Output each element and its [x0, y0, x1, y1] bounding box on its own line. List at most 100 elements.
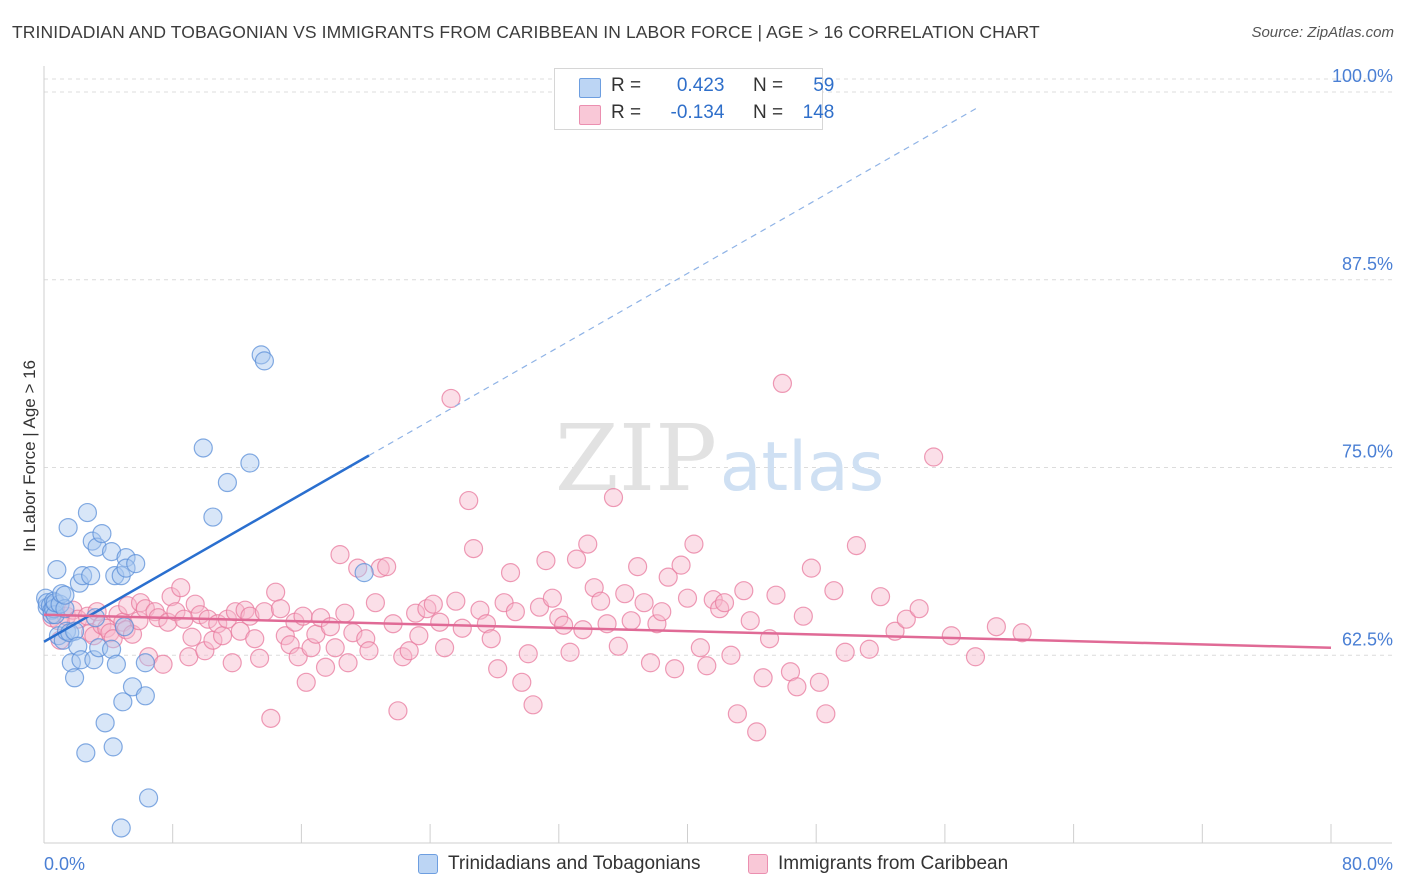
watermark-atlas: atlas [720, 428, 884, 507]
caribbean-point [359, 641, 379, 661]
caribbean-point [222, 653, 242, 673]
trend-line-trinidadians [43, 454, 370, 643]
trend-line-trinidadians-extension [368, 106, 979, 457]
trinidadian-point [114, 617, 135, 637]
trinidadian-point [116, 558, 136, 578]
caribbean-point [801, 558, 821, 578]
caribbean-point [195, 641, 215, 661]
caribbean-point [335, 603, 355, 623]
caribbean-point [320, 617, 340, 637]
legend-n-value-series1: 59 [813, 75, 835, 96]
trinidadian-point [113, 692, 133, 712]
trinidadian-point [81, 566, 101, 586]
caribbean-point [658, 567, 678, 587]
caribbean-point [406, 603, 426, 623]
caribbean-point [816, 704, 836, 724]
caribbean-point [652, 602, 672, 622]
trinidadian-point [77, 502, 98, 523]
caribbean-point [463, 539, 484, 559]
bottom-legend-label-series1: Trinidadians and Tobagonians [448, 853, 701, 874]
caribbean-point [697, 656, 717, 676]
caribbean-point [747, 722, 767, 742]
caribbean-point [941, 626, 961, 646]
y-tick-label: 62.5% [1342, 629, 1393, 649]
caribbean-point [315, 657, 336, 677]
caribbean-point [536, 551, 556, 571]
caribbean-point [986, 617, 1006, 637]
caribbean-point [684, 534, 704, 554]
trinidadian-point [76, 743, 96, 763]
caribbean-point [896, 609, 916, 629]
caribbean-point [166, 602, 186, 622]
trinidadian-point [101, 639, 122, 659]
caribbean-point [81, 623, 101, 643]
caribbean-point [481, 629, 501, 649]
legend-n-value-series2: 148 [802, 102, 835, 123]
series-immigrants-caribbean-points [42, 373, 1032, 742]
caribbean-point [793, 606, 813, 626]
caribbean-point [388, 701, 408, 721]
caribbean-point [721, 645, 741, 665]
caribbean-point [766, 585, 786, 605]
trinidadian-point [92, 523, 112, 544]
y-tick-label: 87.5% [1342, 254, 1393, 274]
watermark: ZIP atlas [555, 405, 884, 512]
caribbean-point [296, 672, 316, 692]
caribbean-point [338, 653, 358, 673]
caribbean-point [266, 582, 286, 602]
caribbean-point [1012, 623, 1032, 643]
caribbean-point [245, 629, 265, 649]
bottom-legend-swatch-pink [748, 854, 768, 874]
caribbean-point [434, 638, 455, 658]
caribbean-point [859, 639, 879, 659]
trinidadian-point [103, 737, 123, 757]
bottom-legend-series1: Trinidadians and Tobagonians [418, 851, 700, 877]
caribbean-point [714, 593, 735, 613]
gridlines [44, 78, 1392, 656]
caribbean-point [446, 591, 466, 611]
caribbean-point [677, 588, 698, 608]
caribbean-point [254, 602, 274, 622]
caribbean-point [430, 612, 450, 632]
caribbean-point [621, 611, 641, 631]
caribbean-point [212, 626, 233, 646]
legend-r-label: R = [611, 75, 642, 96]
trinidadian-point [254, 351, 274, 371]
trinidadian-point [101, 542, 122, 562]
x-tick-label: 0.0% [44, 854, 85, 874]
caribbean-point [924, 447, 944, 467]
caribbean-point [665, 659, 685, 679]
caribbean-point [787, 677, 807, 697]
caribbean-point [179, 647, 199, 667]
trinidadian-point [135, 686, 155, 706]
trinidadian-point [126, 554, 146, 574]
trinidadian-point [52, 584, 72, 604]
caribbean-point [409, 626, 429, 646]
caribbean-point [459, 490, 479, 511]
caribbean-point [690, 638, 710, 658]
trend-lines [43, 106, 1332, 649]
caribbean-point [560, 642, 580, 662]
caribbean-point [772, 373, 793, 394]
caribbean-point [753, 668, 773, 688]
trinidadian-point [105, 566, 125, 586]
trinidadian-point [58, 517, 78, 538]
caribbean-point [500, 563, 521, 583]
legend-swatch-pink [579, 105, 601, 125]
caribbean-point [727, 704, 747, 724]
trinidadian-point [251, 345, 271, 365]
caribbean-point [523, 695, 543, 715]
watermark-zip: ZIP [555, 405, 717, 512]
caribbean-point [476, 614, 497, 634]
caribbean-point [591, 591, 611, 611]
chart-title: TRINIDADIAN AND TOBAGONIAN VS IMMIGRANTS… [12, 22, 1040, 42]
caribbean-point [370, 558, 390, 578]
x-tick-label: 80.0% [1342, 854, 1393, 874]
caribbean-point [452, 618, 472, 638]
caribbean-point [270, 599, 291, 619]
trinidadian-point [217, 472, 237, 493]
trinidadian-point [95, 713, 115, 733]
caribbean-point [182, 627, 202, 647]
caribbean-point [542, 588, 562, 608]
